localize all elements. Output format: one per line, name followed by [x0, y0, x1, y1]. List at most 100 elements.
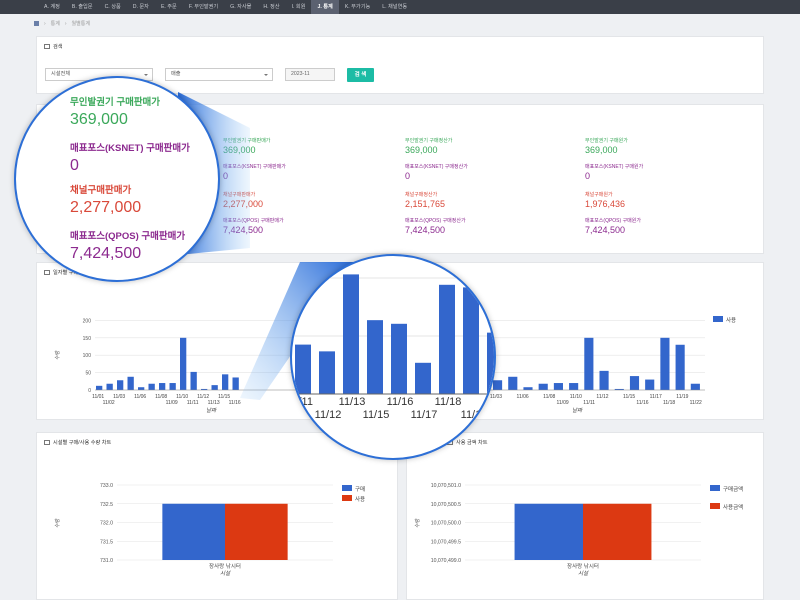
stat-value: 0	[223, 171, 229, 181]
nav-tab[interactable]: C. 상품	[104, 4, 121, 10]
nav-tab[interactable]: K. 부가기능	[344, 4, 371, 10]
zoomed-stat-value: 7,424,500	[70, 245, 142, 262]
x-tick-label: 11/12	[197, 394, 209, 400]
bar	[169, 383, 176, 390]
y-tick-label: 10,070,499.0	[431, 558, 461, 564]
nav-tab[interactable]: D. 문자	[132, 4, 149, 10]
x-tick-label: 장사랑 낚시터	[209, 562, 241, 570]
stat-value: 1,976,436	[585, 199, 626, 209]
stat-item: 매표포스(KSNET) 구매원가 0	[585, 163, 643, 181]
stat-item: 무인발권기 구매정산가 369,000	[405, 137, 452, 155]
x-axis-label: 날짜	[572, 407, 583, 414]
bar	[508, 376, 518, 390]
daily-chart-legend: 사용	[713, 316, 736, 324]
facility-legend-use: 사용	[342, 495, 365, 503]
legend-swatch	[342, 485, 352, 491]
amount-legend-use: 사용금액	[710, 503, 754, 511]
nav-tab[interactable]: J. 통계	[311, 0, 339, 14]
bar	[127, 376, 134, 390]
chevron-down-icon	[264, 74, 268, 76]
y-tick-label: 731.0	[100, 558, 113, 564]
zoomed-bar	[415, 362, 431, 394]
nav-tab[interactable]: F. 무인발권기	[188, 4, 219, 10]
x-tick-label: 11/10	[570, 394, 582, 400]
stat-label: 채널구매정산가	[405, 192, 438, 198]
bar	[614, 388, 624, 390]
stat-item: 매표포스(KSNET) 구매정산가 0	[405, 163, 468, 181]
breadcrumb-item[interactable]: 통계	[50, 21, 60, 27]
legend-label: 사용금액	[723, 505, 744, 511]
stat-label: 매표포스(QPOS) 구매판매가	[223, 218, 284, 224]
stat-value: 0	[405, 171, 411, 181]
zoomed-stat: 매표포스(QPOS) 구매판매가 7,424,500	[70, 228, 185, 263]
zoomed-bar	[439, 284, 455, 394]
legend-label: 사용	[355, 497, 366, 503]
stat-item: 무인발권기 구매판매가 369,000	[223, 137, 270, 155]
bar	[232, 377, 239, 390]
x-tick-label: 11/17	[650, 394, 662, 400]
legend-swatch	[713, 316, 723, 322]
x-tick-label: 11/08	[543, 394, 555, 400]
bar	[514, 503, 583, 560]
stat-label: 채널구매판매가	[223, 192, 256, 198]
zoomed-bar	[319, 351, 335, 394]
zoomed-x-label: 11/18	[435, 396, 462, 408]
stat-label: 매표포스(QPOS) 구매정산가	[405, 218, 466, 224]
x-tick-label: 11/16	[229, 400, 241, 406]
zoomed-stat: 채널구매판매가 2,277,000	[70, 182, 141, 217]
stat-value: 7,424,500	[223, 225, 264, 235]
stat-label: 무인발권기 구매정산가	[405, 138, 453, 144]
y-tick-label: 150	[83, 336, 92, 342]
stat-item: 매표포스(QPOS) 구매판매가 7,424,500	[223, 217, 284, 235]
stat-value: 2,151,765	[405, 199, 446, 209]
x-tick-label: 11/18	[663, 400, 675, 406]
bar	[645, 379, 655, 390]
search-title: 검색	[44, 43, 63, 50]
nav-tab[interactable]: I. 회원	[291, 4, 306, 10]
stat-item: 채널구매원가 1,976,436	[585, 191, 625, 209]
nav-tab[interactable]: A. 계정	[44, 4, 60, 10]
zoomed-bar	[367, 320, 383, 394]
zoomed-x-label: 11/12	[315, 409, 342, 421]
breadcrumb-sep: ›	[64, 20, 67, 27]
stat-label: 매표포스(KSNET) 구매정산가	[405, 164, 468, 170]
stat-value: 369,000	[223, 145, 256, 155]
home-icon[interactable]	[34, 21, 39, 26]
breadcrumb-item: 월별통계	[71, 21, 90, 27]
bar	[523, 387, 533, 390]
y-tick-label: 10,070,500.5	[431, 502, 461, 508]
nav-tab[interactable]: B. 출입문	[71, 4, 93, 10]
bar	[599, 370, 609, 390]
x-tick-label: 11/06	[517, 394, 529, 400]
amount-chart-panel: 사용 금액 차트 10,070,499.0 10,070,499.5 10,070,…	[406, 432, 764, 600]
x-tick-label: 11/03	[490, 394, 502, 400]
nav-tab[interactable]: G. 자사몰	[230, 4, 252, 10]
search-button[interactable]: 검 색	[347, 68, 374, 82]
x-axis-label: 날짜	[206, 407, 217, 414]
chevron-down-icon	[144, 74, 148, 76]
nav-tab[interactable]: E. 주문	[160, 4, 177, 10]
type-select[interactable]: 매출	[165, 68, 273, 81]
bar	[629, 376, 640, 390]
x-tick-label: 11/06	[134, 394, 146, 400]
month-input[interactable]: 2023-11	[285, 68, 335, 81]
nav-tab[interactable]: H. 정산	[263, 4, 280, 10]
facility-legend-buy: 구매	[342, 485, 365, 493]
legend-label: 사용	[726, 318, 737, 324]
zoomed-x-label: 11/17	[411, 409, 438, 421]
bar	[180, 337, 187, 390]
stat-label: 매표포스(KSNET) 구매판매가	[223, 164, 286, 170]
stats-magnifier: 무인발권기 구매판매가 369,000 매표포스(KSNET) 구매판매가 0 채널구매…	[14, 76, 220, 282]
bar	[162, 503, 225, 560]
x-tick-label: 11/15	[623, 394, 635, 400]
bar	[96, 385, 103, 390]
zoomed-bar	[463, 287, 479, 394]
stat-label: 채널구매원가	[585, 192, 613, 198]
top-nav: A. 계정 B. 출입문 C. 상품 D. 문자 E. 주문 F. 무인발권기 G. 자사몰…	[0, 0, 800, 14]
y-tick-label: 10,070,499.5	[431, 539, 461, 545]
nav-tab[interactable]: L. 채널연동	[382, 4, 408, 10]
stat-value: 369,000	[585, 145, 618, 155]
x-tick-label: 11/01	[92, 394, 104, 400]
